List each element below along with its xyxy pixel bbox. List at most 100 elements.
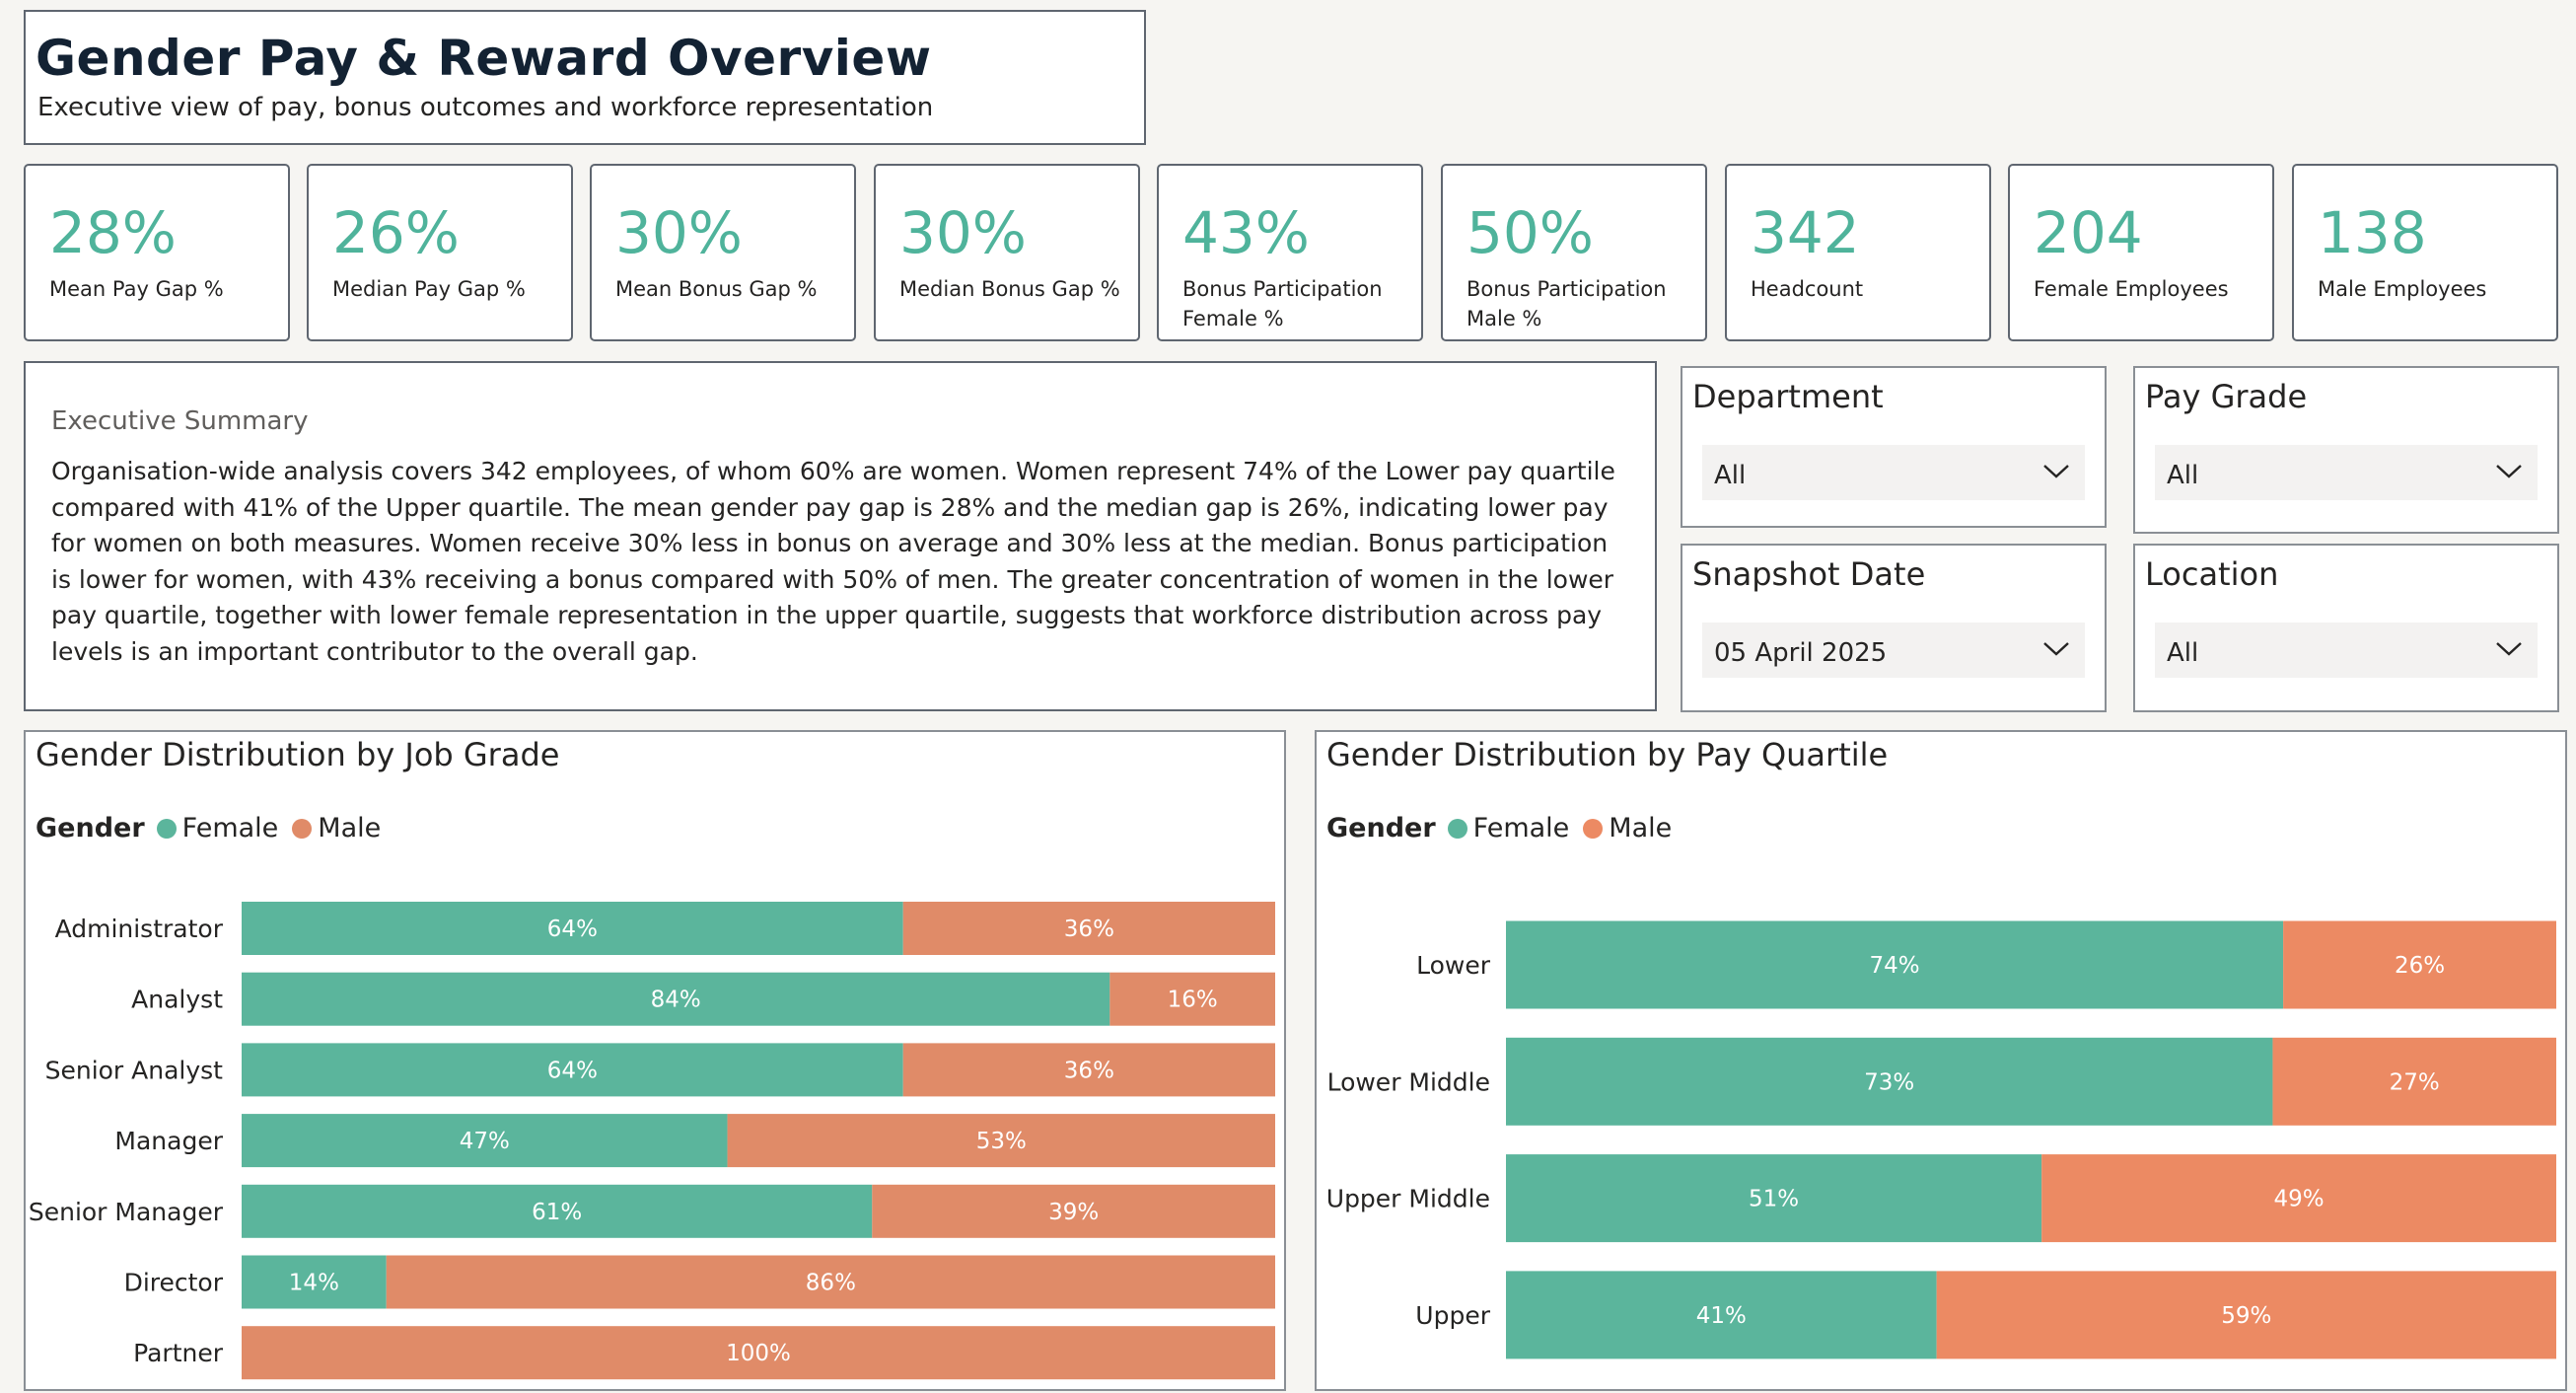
kpi-value: 138 — [2318, 199, 2427, 266]
location-dropdown[interactable]: All — [2155, 623, 2538, 678]
title-card: Gender Pay & Reward Overview Executive v… — [24, 10, 1146, 145]
data-label-female: 14% — [289, 1271, 339, 1296]
kpi-label: Mean Bonus Gap % — [615, 277, 818, 301]
slicer-label: Pay Grade — [2145, 378, 2308, 415]
legend-swatch-female — [156, 818, 177, 839]
bar-male[interactable] — [902, 902, 1275, 955]
legend-swatch-male — [292, 818, 313, 839]
legend-title: Gender — [36, 813, 145, 843]
chevron-down-icon — [2496, 642, 2522, 656]
data-label-male: 59% — [2221, 1303, 2271, 1329]
bar-male[interactable] — [1936, 1271, 2556, 1359]
bar-female[interactable] — [1506, 920, 2284, 1009]
legend-title: Gender — [1326, 813, 1436, 843]
kpi-card-male-employees[interactable]: 138 Male Employees — [2292, 164, 2558, 341]
legend-label-male: Male — [318, 813, 382, 843]
data-label-male: 100% — [726, 1341, 791, 1366]
pay-quartile-bars: Lower 74% 26% Lower Middle 73% 27% Upper Middl… — [1326, 920, 2556, 1359]
category-label: Lower Middle — [1327, 1067, 1490, 1096]
bar-female[interactable] — [242, 972, 1110, 1026]
chart-legend: Gender Female Male — [36, 813, 387, 843]
pay-grade-dropdown[interactable]: All — [2155, 445, 2538, 500]
legend-label-female: Female — [181, 813, 279, 843]
category-label: Analyst — [131, 986, 223, 1014]
data-label-female: 51% — [1749, 1187, 1799, 1212]
category-label: Director — [124, 1269, 224, 1297]
bar-male[interactable] — [727, 1114, 1275, 1168]
pay-grade-slicer: Pay Grade All — [2133, 366, 2559, 534]
category-label: Senior Analyst — [45, 1056, 224, 1084]
kpi-label: Bonus Participation Male % — [1467, 277, 1667, 330]
kpi-value: 43% — [1182, 199, 1310, 266]
chart-title: Gender Distribution by Job Grade — [36, 736, 560, 773]
bar-male[interactable] — [872, 1184, 1275, 1238]
kpi-card-headcount[interactable]: 342 Headcount — [1725, 164, 1991, 341]
kpi-card-median-pay-gap[interactable]: 26% Median Pay Gap % — [307, 164, 573, 341]
category-label: Manager — [114, 1127, 223, 1155]
kpi-value: 204 — [2034, 199, 2143, 266]
bar-female[interactable] — [242, 1043, 903, 1097]
bar-female[interactable] — [242, 1114, 728, 1168]
bar-female[interactable] — [242, 1255, 387, 1309]
data-label-male: 36% — [1064, 916, 1114, 942]
kpi-card-mean-pay-gap[interactable]: 28% Mean Pay Gap % — [24, 164, 290, 341]
job-grade-bars: Administrator 64% 36% Analyst 84% 16% Senior A… — [29, 902, 1276, 1380]
kpi-card-median-bonus-gap[interactable]: 30% Median Bonus Gap % — [874, 164, 1140, 341]
data-label-female: 47% — [460, 1129, 510, 1154]
data-label-male: 36% — [1064, 1058, 1114, 1083]
bar-male[interactable] — [2283, 920, 2556, 1009]
bar-male[interactable] — [242, 1326, 1275, 1380]
dropdown-value: All — [1714, 461, 1747, 490]
department-dropdown[interactable]: All — [1702, 445, 2085, 500]
kpi-value: 28% — [49, 199, 177, 266]
slicer-label: Snapshot Date — [1692, 555, 1926, 593]
kpi-value: 30% — [899, 199, 1027, 266]
legend-item-female[interactable]: Female — [156, 813, 279, 843]
category-label: Senior Manager — [29, 1198, 224, 1226]
bar-female[interactable] — [1506, 1037, 2273, 1126]
chevron-down-icon — [2043, 465, 2069, 478]
data-label-female: 64% — [547, 1058, 598, 1083]
slicer-label: Department — [1692, 378, 1884, 415]
dropdown-value: 05 April 2025 — [1714, 638, 1888, 668]
kpi-card-female-employees[interactable]: 204 Female Employees — [2008, 164, 2274, 341]
bar-male[interactable] — [2272, 1037, 2556, 1126]
kpi-label: Median Pay Gap % — [332, 277, 526, 301]
summary-text: Organisation-wide analysis covers 342 em… — [51, 457, 1615, 666]
data-label-male: 26% — [2395, 953, 2445, 979]
summary-heading: Executive Summary — [51, 406, 309, 436]
kpi-label: Median Bonus Gap % — [899, 277, 1120, 301]
bar-male[interactable] — [2041, 1154, 2556, 1243]
kpi-value: 26% — [332, 199, 460, 266]
kpi-label: Male Employees — [2318, 277, 2487, 301]
bar-female[interactable] — [1506, 1271, 1937, 1359]
data-label-male: 39% — [1048, 1200, 1099, 1225]
kpi-card-bonus-participation-female[interactable]: 43% Bonus Participation Female % — [1157, 164, 1423, 341]
bar-female[interactable] — [242, 1184, 873, 1238]
kpi-label: Headcount — [1751, 277, 1864, 301]
category-label: Partner — [133, 1339, 224, 1367]
kpi-card-mean-bonus-gap[interactable]: 30% Mean Bonus Gap % — [590, 164, 856, 341]
legend-item-female[interactable]: Female — [1447, 813, 1569, 843]
page-subtitle: Executive view of pay, bonus outcomes an… — [37, 93, 934, 122]
category-label: Lower — [1416, 951, 1491, 980]
chart-title: Gender Distribution by Pay Quartile — [1326, 736, 1889, 773]
legend-item-male[interactable]: Male — [292, 813, 381, 843]
data-label-female: 74% — [1869, 953, 1919, 979]
snapshot-date-dropdown[interactable]: 05 April 2025 — [1702, 623, 2085, 678]
category-label: Upper Middle — [1326, 1185, 1490, 1213]
kpi-value: 342 — [1751, 199, 1860, 266]
legend-item-male[interactable]: Male — [1583, 813, 1672, 843]
data-label-female: 73% — [1864, 1069, 1914, 1095]
legend-label-male: Male — [1609, 813, 1673, 843]
data-label-male: 49% — [2274, 1187, 2325, 1212]
bar-male[interactable] — [386, 1255, 1276, 1309]
kpi-card-bonus-participation-male[interactable]: 50% Bonus Participation Male % — [1441, 164, 1707, 341]
bar-female[interactable] — [242, 902, 903, 955]
bar-female[interactable] — [1506, 1154, 2042, 1243]
chevron-down-icon — [2496, 465, 2522, 478]
data-label-male: 86% — [806, 1271, 856, 1296]
bar-male[interactable] — [902, 1043, 1275, 1097]
location-slicer: Location All — [2133, 544, 2559, 712]
bar-male[interactable] — [1109, 972, 1275, 1026]
